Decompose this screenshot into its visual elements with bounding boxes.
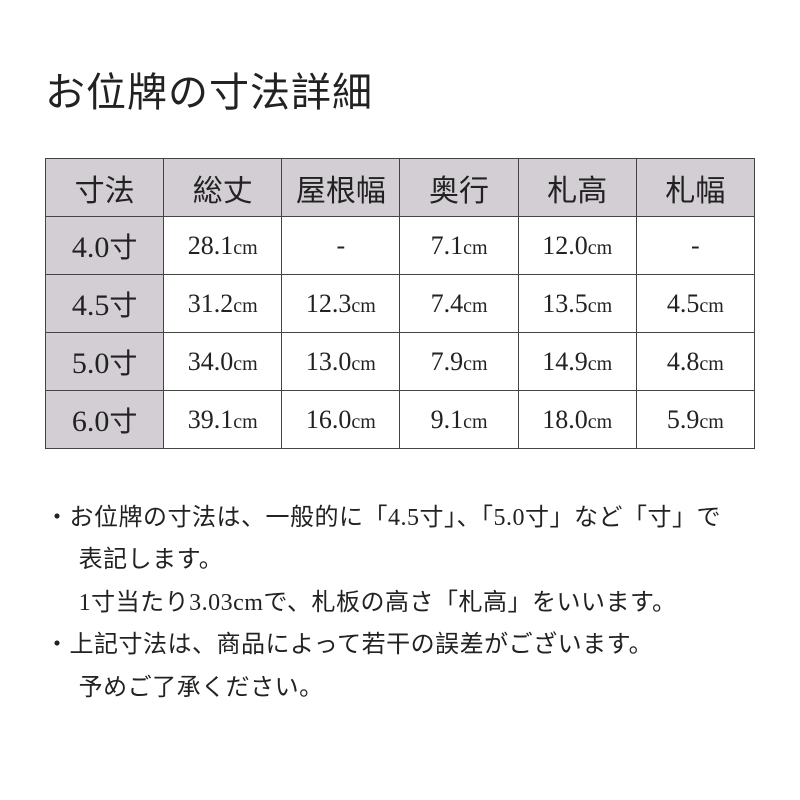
data-cell: 9.1cm: [400, 391, 518, 449]
data-cell: 4.8cm: [636, 333, 754, 391]
row-header-size: 6.0寸: [46, 391, 164, 449]
col-header-roof: 屋根幅: [282, 159, 400, 217]
table-row: 6.0寸39.1cm16.0cm9.1cm18.0cm5.9cm: [46, 391, 755, 449]
data-cell: 31.2cm: [164, 275, 282, 333]
table-header-row: 寸法 総丈 屋根幅 奥行 札高 札幅: [46, 159, 755, 217]
row-header-size: 4.5寸: [46, 275, 164, 333]
row-header-size: 4.0寸: [46, 217, 164, 275]
note-line: ・上記寸法は、商品によって若干の誤差がございます。: [45, 626, 755, 664]
data-cell: 5.9cm: [636, 391, 754, 449]
data-cell: 18.0cm: [518, 391, 636, 449]
data-cell: 34.0cm: [164, 333, 282, 391]
data-cell: 7.9cm: [400, 333, 518, 391]
data-cell: 39.1cm: [164, 391, 282, 449]
data-cell: 13.5cm: [518, 275, 636, 333]
data-cell: 16.0cm: [282, 391, 400, 449]
dimensions-table: 寸法 総丈 屋根幅 奥行 札高 札幅 4.0寸28.1cm-7.1cm12.0c…: [45, 158, 755, 449]
table-row: 4.0寸28.1cm-7.1cm12.0cm-: [46, 217, 755, 275]
data-cell: 4.5cm: [636, 275, 754, 333]
table-row: 5.0寸34.0cm13.0cm7.9cm14.9cm4.8cm: [46, 333, 755, 391]
data-cell: -: [636, 217, 754, 275]
page-title: お位牌の寸法詳細: [45, 60, 755, 118]
data-cell: 14.9cm: [518, 333, 636, 391]
col-header-depth: 奥行: [400, 159, 518, 217]
table-row: 4.5寸31.2cm12.3cm7.4cm13.5cm4.5cm: [46, 275, 755, 333]
data-cell: 13.0cm: [282, 333, 400, 391]
note-line: 予めご了承ください。: [45, 669, 755, 707]
data-cell: -: [282, 217, 400, 275]
data-cell: 12.3cm: [282, 275, 400, 333]
row-header-size: 5.0寸: [46, 333, 164, 391]
notes-section: ・お位牌の寸法は、一般的に「4.5寸」、「5.0寸」など「寸」で 表記します。 …: [45, 499, 755, 707]
col-header-size: 寸法: [46, 159, 164, 217]
note-line: 表記します。: [45, 541, 755, 579]
note-line: 1寸当たり3.03cmで、札板の高さ「札高」をいいます。: [45, 584, 755, 622]
col-header-height: 札高: [518, 159, 636, 217]
data-cell: 28.1cm: [164, 217, 282, 275]
note-line: ・お位牌の寸法は、一般的に「4.5寸」、「5.0寸」など「寸」で: [45, 499, 755, 537]
data-cell: 12.0cm: [518, 217, 636, 275]
col-header-total: 総丈: [164, 159, 282, 217]
table-body: 4.0寸28.1cm-7.1cm12.0cm-4.5寸31.2cm12.3cm7…: [46, 217, 755, 449]
data-cell: 7.4cm: [400, 275, 518, 333]
data-cell: 7.1cm: [400, 217, 518, 275]
col-header-width: 札幅: [636, 159, 754, 217]
